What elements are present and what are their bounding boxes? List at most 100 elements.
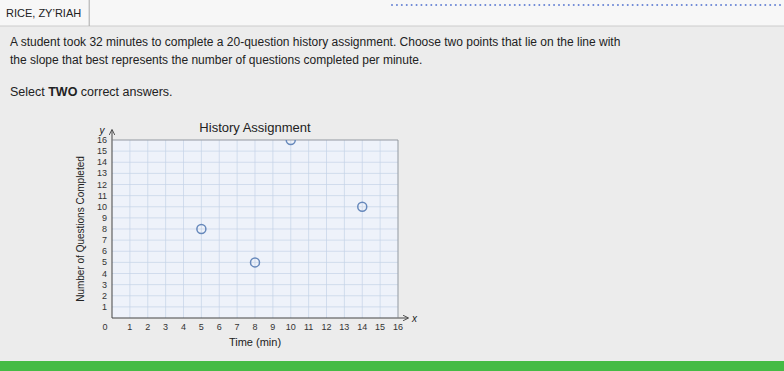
progress-dot: [730, 4, 732, 6]
progress-dot: [460, 4, 462, 6]
x-tick-label: 2: [145, 322, 150, 332]
x-axis: [112, 318, 408, 319]
progress-dot: [700, 4, 702, 6]
progress-dot: [769, 4, 771, 6]
progress-dot: [465, 4, 467, 6]
progress-dot: [661, 4, 663, 6]
progress-dot: [455, 4, 457, 6]
progress-dot: [715, 4, 717, 6]
progress-dot: [641, 4, 643, 6]
progress-dot: [470, 4, 472, 6]
progress-dot: [533, 4, 535, 6]
progress-dot: [499, 4, 501, 6]
points: [197, 140, 367, 267]
bottom-bar: [0, 361, 784, 371]
progress-dot: [420, 4, 422, 6]
progress-dot: [529, 4, 531, 6]
progress-dot: [646, 4, 648, 6]
point: [251, 258, 260, 267]
progress-dot: [681, 4, 683, 6]
progress-dot: [607, 4, 609, 6]
y-tick-label: 15: [97, 146, 107, 156]
progress-dot: [637, 4, 639, 6]
grid-line: [112, 195, 398, 196]
progress-dot: [391, 4, 393, 6]
x-tick-label: 12: [321, 322, 331, 332]
progress-dot: [573, 4, 575, 6]
x-tick-label: 3: [163, 322, 168, 332]
progress-dot: [543, 4, 545, 6]
progress-dot: [622, 4, 624, 6]
grid-line: [398, 140, 399, 318]
progress-dot: [632, 4, 634, 6]
progress-dot: [425, 4, 427, 6]
grid-line: [112, 251, 398, 252]
y-tick-label: 3: [102, 280, 107, 290]
progress-dot: [745, 4, 747, 6]
grid-line: [112, 206, 398, 207]
progress-dot: [509, 4, 511, 6]
point: [197, 225, 206, 234]
problem-line: A student took 32 minutes to complete a …: [10, 35, 620, 49]
progress-dot: [774, 4, 776, 6]
progress-dot: [587, 4, 589, 6]
progress-dot: [676, 4, 678, 6]
progress-dot: [705, 4, 707, 6]
progress-dot: [740, 4, 742, 6]
x-tick-label: 16: [393, 322, 403, 332]
progress-dot: [479, 4, 481, 6]
grid-line: [112, 151, 398, 152]
grid-line: [112, 173, 398, 174]
progress-dot: [494, 4, 496, 6]
y-tick-label: 9: [102, 213, 107, 223]
x-tick-label: 5: [199, 322, 204, 332]
progress-dot: [710, 4, 712, 6]
progress-dot: [627, 4, 629, 6]
page: RICE, ZY’RIAHA student took 32 minutes t…: [0, 0, 784, 371]
grid-line: [112, 306, 398, 307]
y-axis: [112, 130, 113, 318]
progress-dot: [666, 4, 668, 6]
progress-dot: [563, 4, 565, 6]
y-tick-label: 13: [97, 168, 107, 178]
progress-dot: [656, 4, 658, 6]
y-tick-label: 16: [97, 135, 107, 145]
progress-dot: [759, 4, 761, 6]
progress-dot: [597, 4, 599, 6]
x-tick-label: 1: [127, 322, 132, 332]
progress-dot: [725, 4, 727, 6]
progress-dot: [779, 4, 781, 6]
progress-dot: [602, 4, 604, 6]
problem-text: A student took 32 minutes to complete a …: [10, 35, 620, 67]
progress-dot: [489, 4, 491, 6]
progress-dot: [401, 4, 403, 6]
progress-dot: [671, 4, 673, 6]
point: [358, 202, 367, 211]
progress-dot: [553, 4, 555, 6]
grid-line: [112, 217, 398, 218]
progress-dot: [548, 4, 550, 6]
progress-dot: [583, 4, 585, 6]
y-tick-label: 11: [98, 191, 107, 201]
y-axis-label: Number of Questions Completed: [75, 156, 86, 302]
y-tick-label: 14: [97, 157, 107, 167]
y-tick-label: 1: [102, 302, 107, 312]
grid-line: [112, 295, 398, 296]
progress-dot: [735, 4, 737, 6]
progress-dot: [592, 4, 594, 6]
chart-title: History Assignment: [199, 120, 311, 135]
instruction-part: TWO: [48, 85, 77, 99]
x-tick-label: 8: [252, 322, 257, 332]
x-tick-label: 14: [357, 322, 367, 332]
grid-line: [112, 184, 398, 185]
plot-background: [112, 140, 398, 318]
progress-dot: [750, 4, 752, 6]
instruction: Select TWO correct answers.: [10, 85, 173, 99]
x-axis-label: Time (min): [229, 336, 281, 348]
progress-dot: [568, 4, 570, 6]
progress-dot: [440, 4, 442, 6]
progress-dot: [450, 4, 452, 6]
grid-line: [112, 273, 398, 274]
y-tick-label: 8: [102, 224, 107, 234]
progress-dot: [519, 4, 521, 6]
